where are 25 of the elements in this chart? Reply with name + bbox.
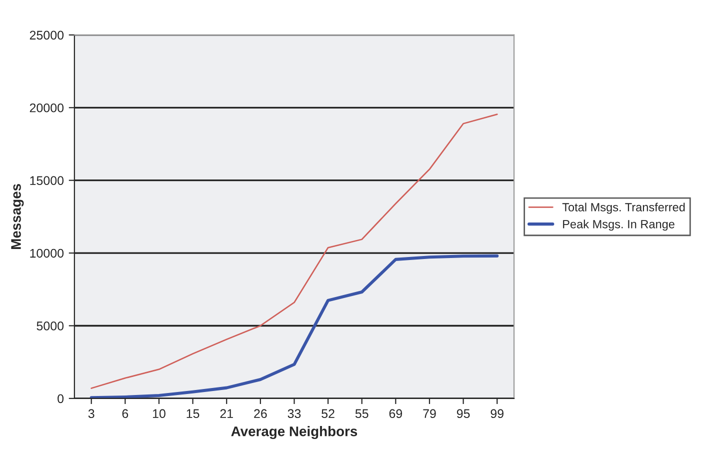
x-tick-label: 21 (220, 409, 233, 418)
x-tick-label: 55 (355, 409, 368, 418)
x-tick-label: 79 (423, 409, 436, 418)
y-tick-label: 10000 (30, 248, 64, 258)
line-series (90, 114, 498, 389)
line-series (90, 254, 499, 398)
y-tick-label: 0 (58, 394, 64, 404)
y-tick-label: 5000 (36, 322, 64, 330)
y-axis-title: Messages (11, 184, 24, 249)
x-tick-label: 52 (322, 409, 334, 418)
legend-label: Peak Msgs. In Range (563, 220, 674, 231)
y-tick-label: 15000 (30, 176, 64, 185)
x-tick-label: 69 (389, 409, 402, 418)
x-tick-label: 33 (288, 409, 301, 418)
x-tick-label: 15 (186, 409, 200, 418)
y-tick-label: 25000 (30, 30, 64, 40)
x-axis-title: Average Neighbors (231, 426, 358, 440)
x-tick-label: 6 (122, 409, 128, 418)
legend-label: Total Msgs. Transferred (562, 202, 685, 214)
x-tick-label: 26 (254, 409, 267, 418)
x-tick-label: 3 (88, 409, 94, 418)
x-tick-label: 10 (152, 409, 166, 418)
x-tick-label: 99 (490, 409, 504, 418)
y-tick-label: 20000 (30, 103, 64, 112)
x-tick-label: 95 (456, 409, 470, 418)
